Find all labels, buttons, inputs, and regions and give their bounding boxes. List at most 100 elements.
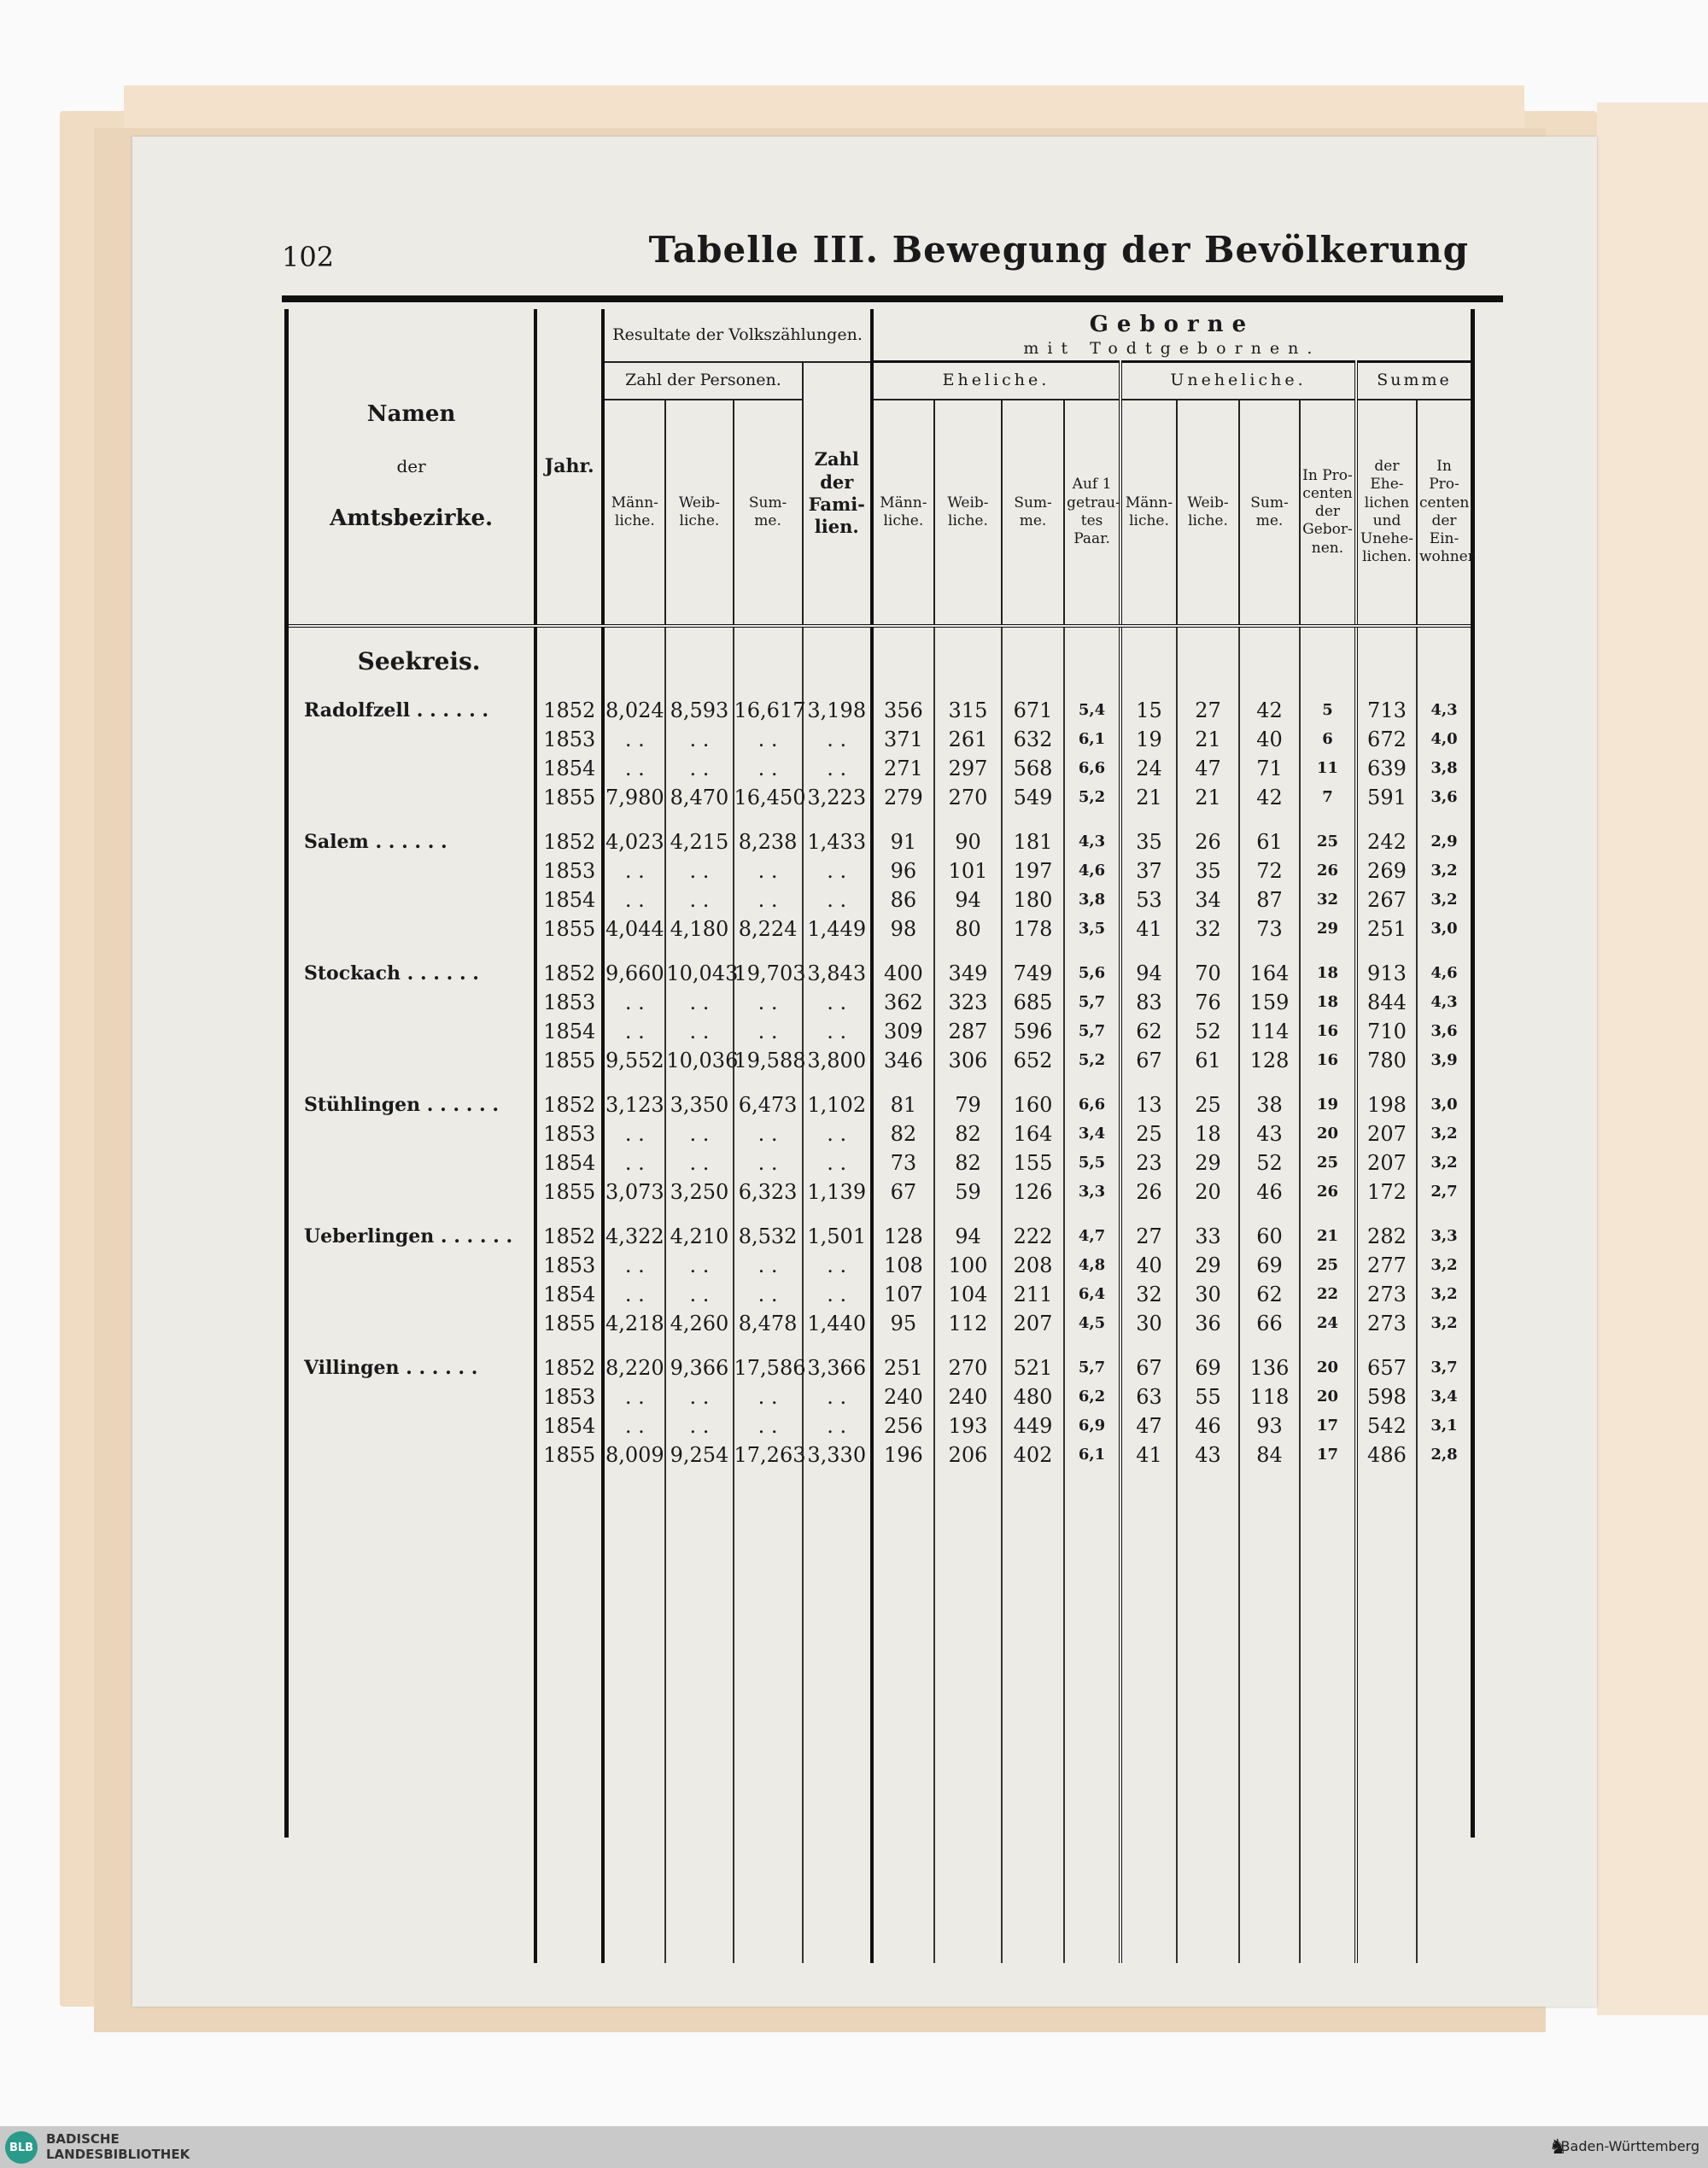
cell: 710 xyxy=(1354,1016,1417,1046)
table-row: 1855 9,552 10,036 19,588 3,800 346 306 652 5,2 67… xyxy=(289,1045,1471,1075)
cell: 94 xyxy=(1119,958,1177,988)
cell: 671 xyxy=(1001,695,1065,725)
empty-cell: . . xyxy=(732,724,803,754)
district-name xyxy=(289,1382,535,1411)
cell: 155 xyxy=(1001,1148,1065,1177)
cell: 8,532 xyxy=(732,1221,803,1251)
cell: 6,1 xyxy=(1063,724,1121,754)
table-row: 1855 3,073 3,250 6,323 1,139 67 59 126 3,3 26 20 46… xyxy=(289,1177,1471,1207)
table-row: 1853. .. .. .. . 96 101 197 4,6 37 35 72 26 269 3,… xyxy=(289,856,1471,885)
empty-cell: . . xyxy=(664,1119,734,1148)
district-name: Ueberlingen . . . . . . xyxy=(304,1224,513,1248)
cell: 2,9 xyxy=(1415,827,1471,856)
cell: 126 xyxy=(1001,1177,1065,1207)
footer-bar: BLB BADISCHE LANDESBIBLIOTHEK ♞ Baden-Wür… xyxy=(0,2126,1708,2168)
cell: 70 xyxy=(1175,958,1239,988)
cell: 32 xyxy=(1119,1279,1177,1309)
empty-cell: . . xyxy=(801,1250,872,1280)
cell: 19 xyxy=(1299,1090,1356,1119)
cell: 8,224 xyxy=(732,914,803,944)
column-header: Sum-me. xyxy=(1001,399,1065,628)
district-name xyxy=(289,1177,535,1207)
cell: 652 xyxy=(1001,1045,1065,1075)
cell: 208 xyxy=(1001,1250,1065,1280)
column-header: In Pro-centen der Ein-wohner xyxy=(1415,399,1475,628)
cell: 16,450 xyxy=(732,782,805,812)
cell: 24 xyxy=(1119,753,1177,783)
cell: 178 xyxy=(1001,914,1065,944)
cell: 596 xyxy=(1001,1016,1065,1046)
cell: 60 xyxy=(1237,1221,1301,1251)
cell: 1853 xyxy=(534,856,604,885)
cell: 251 xyxy=(1354,914,1417,944)
empty-cell: . . xyxy=(801,1119,872,1148)
cell: 3,4 xyxy=(1063,1119,1121,1148)
header-name-1: Namen xyxy=(366,400,456,427)
empty-cell: . . xyxy=(664,1411,734,1440)
cell: 25 xyxy=(1175,1090,1239,1119)
table-row: 1854. .. .. .. . 86 94 180 3,8 53 34 87 32 267 3,2 xyxy=(289,885,1471,915)
cell: 91 xyxy=(869,827,934,856)
empty-cell: . . xyxy=(732,753,803,783)
library-name: BADISCHE LANDESBIBLIOTHEK xyxy=(46,2131,190,2162)
cell: 35 xyxy=(1175,856,1239,885)
cell: 4,6 xyxy=(1415,958,1471,988)
empty-cell: . . xyxy=(801,753,872,783)
cell: 61 xyxy=(1237,827,1301,856)
column-header: Männ-liche. xyxy=(869,399,934,628)
table-row: Stühlingen . . . . . . 1852 3,123 3,350 6,47… xyxy=(289,1090,1471,1119)
cell: 66 xyxy=(1237,1308,1301,1338)
cell: 8,478 xyxy=(732,1308,803,1338)
cell: 5,2 xyxy=(1063,1045,1121,1075)
cell: 112 xyxy=(933,1308,1003,1338)
table-row: 1855 7,980 8,470 16,450 3,223 279 270 549 5,2 21 2… xyxy=(289,782,1471,812)
cell: 25 xyxy=(1299,827,1356,856)
cell: 164 xyxy=(1001,1119,1065,1148)
table-row: 1854. .. .. .. . 107 104 211 6,4 32 30 62 22 273 3… xyxy=(289,1279,1471,1309)
district-name xyxy=(289,1119,535,1148)
cell: 27 xyxy=(1119,1221,1177,1251)
cell: 356 xyxy=(869,695,934,725)
empty-cell: . . xyxy=(601,1016,666,1046)
cell: 21 xyxy=(1175,782,1239,812)
cell: 17 xyxy=(1299,1411,1356,1440)
cell: 1853 xyxy=(534,724,604,754)
empty-cell: . . xyxy=(664,1016,734,1046)
cell: 19 xyxy=(1119,724,1177,754)
cell: 306 xyxy=(933,1045,1003,1075)
cell: 46 xyxy=(1175,1411,1239,1440)
cell: 20 xyxy=(1299,1353,1356,1382)
cell: 26 xyxy=(1175,827,1239,856)
cell: 40 xyxy=(1119,1250,1177,1280)
cell: 29 xyxy=(1175,1148,1239,1177)
cell: 7,980 xyxy=(601,782,666,812)
cell: 25 xyxy=(1299,1250,1356,1280)
cell: 4,218 xyxy=(601,1308,666,1338)
cell: 46 xyxy=(1237,1177,1301,1207)
cell: 47 xyxy=(1119,1411,1177,1440)
cell: 62 xyxy=(1119,1016,1177,1046)
column-header: der Ehe-lichen und Unehe-lichen. xyxy=(1354,399,1417,628)
cell: 3,123 xyxy=(601,1090,666,1119)
cell: 10,043 xyxy=(664,958,738,988)
column-header: Weib-liche. xyxy=(664,399,734,628)
cell: 242 xyxy=(1354,827,1417,856)
cell: 4,322 xyxy=(601,1221,666,1251)
cell: 118 xyxy=(1237,1382,1301,1411)
cell: 282 xyxy=(1354,1221,1417,1251)
district-name: Radolfzell . . . . . . xyxy=(304,698,489,722)
cell: 362 xyxy=(869,987,934,1017)
cell: 1855 xyxy=(534,782,604,812)
cell: 83 xyxy=(1119,987,1177,1017)
cell: 480 xyxy=(1001,1382,1065,1411)
cell: 26 xyxy=(1119,1177,1177,1207)
cell: 164 xyxy=(1237,958,1301,988)
cell: 780 xyxy=(1354,1045,1417,1075)
coat-of-arms-icon: ♞ xyxy=(1548,2135,1567,2159)
cell: 685 xyxy=(1001,987,1065,1017)
cell: 1854 xyxy=(534,885,604,915)
cell: 23 xyxy=(1119,1148,1177,1177)
cell: 5,7 xyxy=(1063,987,1121,1017)
district-name xyxy=(289,1148,535,1177)
cell: 17,263 xyxy=(732,1440,805,1470)
